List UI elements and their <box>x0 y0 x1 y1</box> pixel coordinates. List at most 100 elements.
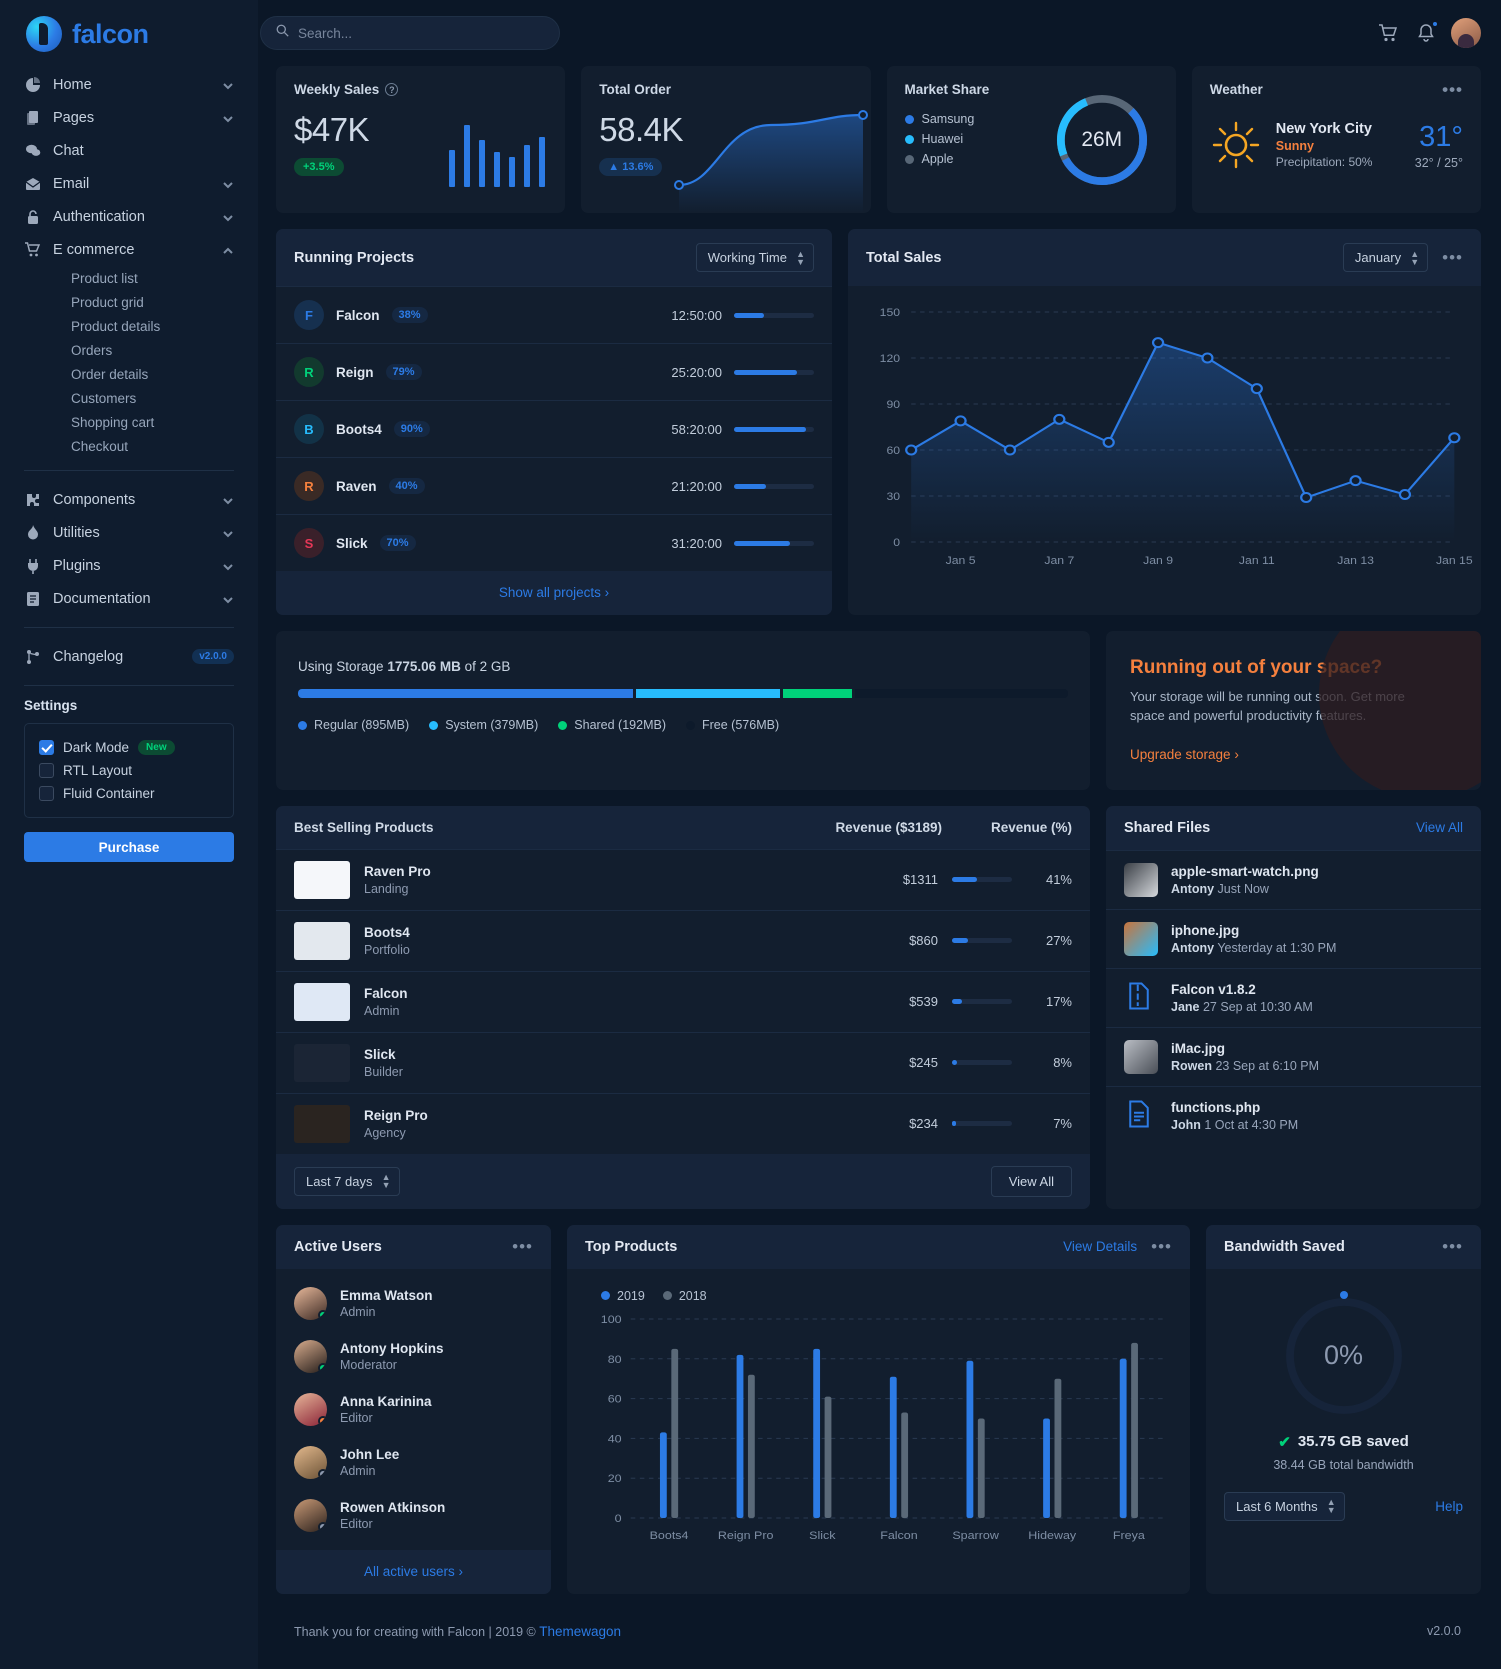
checkbox[interactable] <box>39 786 54 801</box>
chevron-down-icon[interactable] <box>222 527 234 539</box>
setting-rtl-layout[interactable]: RTL Layout <box>39 759 219 782</box>
list-item[interactable]: Anna Karinina Editor <box>276 1383 551 1436</box>
help-icon[interactable]: ? <box>385 83 399 96</box>
svg-text:30: 30 <box>886 491 900 503</box>
upgrade-storage-link[interactable]: Upgrade storage › <box>1130 746 1239 762</box>
sidebar-item-pages[interactable]: Pages <box>24 101 234 134</box>
sidebar-subitem-orders[interactable]: Orders <box>71 342 113 358</box>
table-row[interactable]: Boots4 Portfolio $860 27% <box>276 909 1090 971</box>
footer-link[interactable]: Themewagon <box>539 1623 622 1639</box>
settings-heading: Settings <box>24 698 78 713</box>
more-options-icon[interactable]: ••• <box>1442 247 1463 267</box>
table-row[interactable]: Slick Builder $245 8% <box>276 1031 1090 1093</box>
sidebar-item-changelog[interactable]: Changelog v2.0.0 <box>24 640 234 673</box>
sidebar-subitem-checkout[interactable]: Checkout <box>71 438 129 454</box>
list-item[interactable]: Antony Hopkins Moderator <box>276 1330 551 1383</box>
date-range-select[interactable]: Last 7 days ▲ ▼ <box>294 1166 400 1196</box>
cart-icon[interactable] <box>1375 20 1401 46</box>
more-options-icon[interactable]: ••• <box>1442 1236 1463 1256</box>
bell-icon[interactable] <box>1413 20 1439 46</box>
sidebar-item-home[interactable]: Home <box>24 68 234 101</box>
legend-label: Shared (192MB) <box>574 718 666 732</box>
sidebar-item-utilities[interactable]: Utilities <box>24 516 234 549</box>
more-options-icon[interactable]: ••• <box>1151 1236 1172 1256</box>
top-products-chart: 2019 2018 0 20 40 60 80 100 Boots4 Reign Pro Slic… <box>567 1269 1190 1561</box>
view-details-link[interactable]: View Details <box>1063 1239 1138 1255</box>
sidebar-subitem-customers[interactable]: Customers <box>71 390 137 406</box>
sidebar-subitem-product-details[interactable]: Product details <box>71 318 161 334</box>
list-item[interactable]: iphone.jpg Antony Yesterday at 1:30 PM <box>1106 908 1481 968</box>
bottom-row: Active Users ••• Emma Watson Admin Antony … <box>276 1224 1481 1594</box>
list-item[interactable]: Rowen Atkinson Editor <box>276 1489 551 1542</box>
month-select[interactable]: January ▲ ▼ <box>1342 243 1429 272</box>
card-title-wrap: Weather ••• <box>1210 79 1463 99</box>
view-all-link[interactable]: View All <box>1415 820 1463 836</box>
list-item[interactable]: John Lee Admin <box>276 1436 551 1489</box>
list-item[interactable]: apple-smart-watch.png Antony Just Now <box>1106 849 1481 909</box>
setting-dark-mode[interactable]: Dark Mode New <box>39 736 219 759</box>
chevron-down-icon[interactable] <box>222 178 234 190</box>
view-all-button[interactable]: View All <box>990 1165 1072 1197</box>
more-options-icon[interactable]: ••• <box>512 1236 533 1256</box>
table-row[interactable]: Falcon Admin $539 17% <box>276 970 1090 1032</box>
chevron-down-icon[interactable] <box>222 79 234 91</box>
more-options-icon[interactable]: ••• <box>1442 79 1463 99</box>
chevron-down-icon[interactable] <box>222 593 234 605</box>
project-time: 21:20:00 <box>671 478 722 494</box>
list-item[interactable]: Emma Watson Admin <box>276 1277 551 1330</box>
sidebar-item-components[interactable]: Components <box>24 483 234 516</box>
search-box[interactable] <box>260 16 560 50</box>
checkbox[interactable] <box>39 740 54 755</box>
weather-precipitation: Precipitation: 50% <box>1275 155 1373 169</box>
sidebar-subitem-product-grid[interactable]: Product grid <box>71 294 144 310</box>
legend-item[interactable]: 2018 <box>662 1289 707 1303</box>
chevron-down-icon[interactable] <box>222 211 234 223</box>
card-header: Total Sales January ▲ ▼ ••• <box>848 229 1481 286</box>
search-input[interactable] <box>298 25 544 41</box>
card-title: Weekly Sales <box>294 82 380 97</box>
chevron-down-icon[interactable] <box>222 494 234 506</box>
sidebar-item-email[interactable]: Email <box>24 167 234 200</box>
svg-text:Jan 5: Jan 5 <box>946 555 976 567</box>
sidebar-item-plugins[interactable]: Plugins <box>24 549 234 582</box>
project-row[interactable]: R Raven 40% 21:20:00 <box>276 457 832 514</box>
project-row[interactable]: R Reign 79% 25:20:00 <box>276 343 832 400</box>
project-row[interactable]: S Slick 70% 31:20:00 <box>276 514 832 571</box>
help-link[interactable]: Help <box>1435 1498 1463 1514</box>
weekly-sales-value: $47K <box>294 111 370 148</box>
chevron-down-icon[interactable] <box>222 560 234 572</box>
avatar[interactable] <box>1451 18 1481 48</box>
file-meta: Jane 27 Sep at 10:30 AM <box>1171 1000 1313 1014</box>
sidebar-item-chat[interactable]: Chat <box>24 134 234 167</box>
sidebar-subitem-order-details[interactable]: Order details <box>71 366 149 382</box>
list-item[interactable]: Falcon v1.8.2 Jane 27 Sep at 10:30 AM <box>1106 967 1481 1027</box>
purchase-button[interactable]: Purchase <box>24 832 234 862</box>
sidebar-subitem-product-list[interactable]: Product list <box>71 270 138 286</box>
sidebar-item-e-commerce[interactable]: E commerce <box>24 233 234 266</box>
spark-bar <box>539 136 546 187</box>
checkbox[interactable] <box>39 763 54 778</box>
show-all-projects-link[interactable]: Show all projects › <box>498 585 610 600</box>
revenue-bar <box>952 1121 1012 1127</box>
project-row[interactable]: B Boots4 90% 58:20:00 <box>276 400 832 457</box>
table-row[interactable]: Reign Pro Agency $234 7% <box>276 1092 1090 1154</box>
brand[interactable]: falcon <box>24 0 234 68</box>
chevron-up-icon[interactable] <box>222 244 234 256</box>
legend-item[interactable]: 2019 <box>601 1289 645 1303</box>
all-active-users-link[interactable]: All active users › <box>363 1563 464 1579</box>
sidebar-item-documentation[interactable]: Documentation <box>24 582 234 615</box>
project-row[interactable]: F Falcon 38% 12:50:00 <box>276 286 832 343</box>
table-row[interactable]: Raven Pro Landing $1311 41% <box>276 848 1090 910</box>
sidebar-item-authentication[interactable]: Authentication <box>24 200 234 233</box>
list-item[interactable]: iMac.jpg Rowen 23 Sep at 6:10 PM <box>1106 1026 1481 1086</box>
period-select[interactable]: Last 6 Months ▲ ▼ <box>1224 1491 1345 1521</box>
list-item[interactable]: functions.php John 1 Oct at 4:30 PM <box>1106 1085 1481 1145</box>
sidebar-subitem-shopping-cart[interactable]: Shopping cart <box>71 414 155 430</box>
chevron-down-icon[interactable] <box>222 112 234 124</box>
working-time-select[interactable]: Working Time ▲ ▼ <box>695 243 814 272</box>
product-name: Reign Pro <box>364 1107 428 1123</box>
search-icon <box>276 24 289 42</box>
product-name: Boots4 <box>364 924 410 940</box>
setting-fluid-container[interactable]: Fluid Container <box>39 782 219 805</box>
setting-label: Fluid Container <box>63 786 155 801</box>
